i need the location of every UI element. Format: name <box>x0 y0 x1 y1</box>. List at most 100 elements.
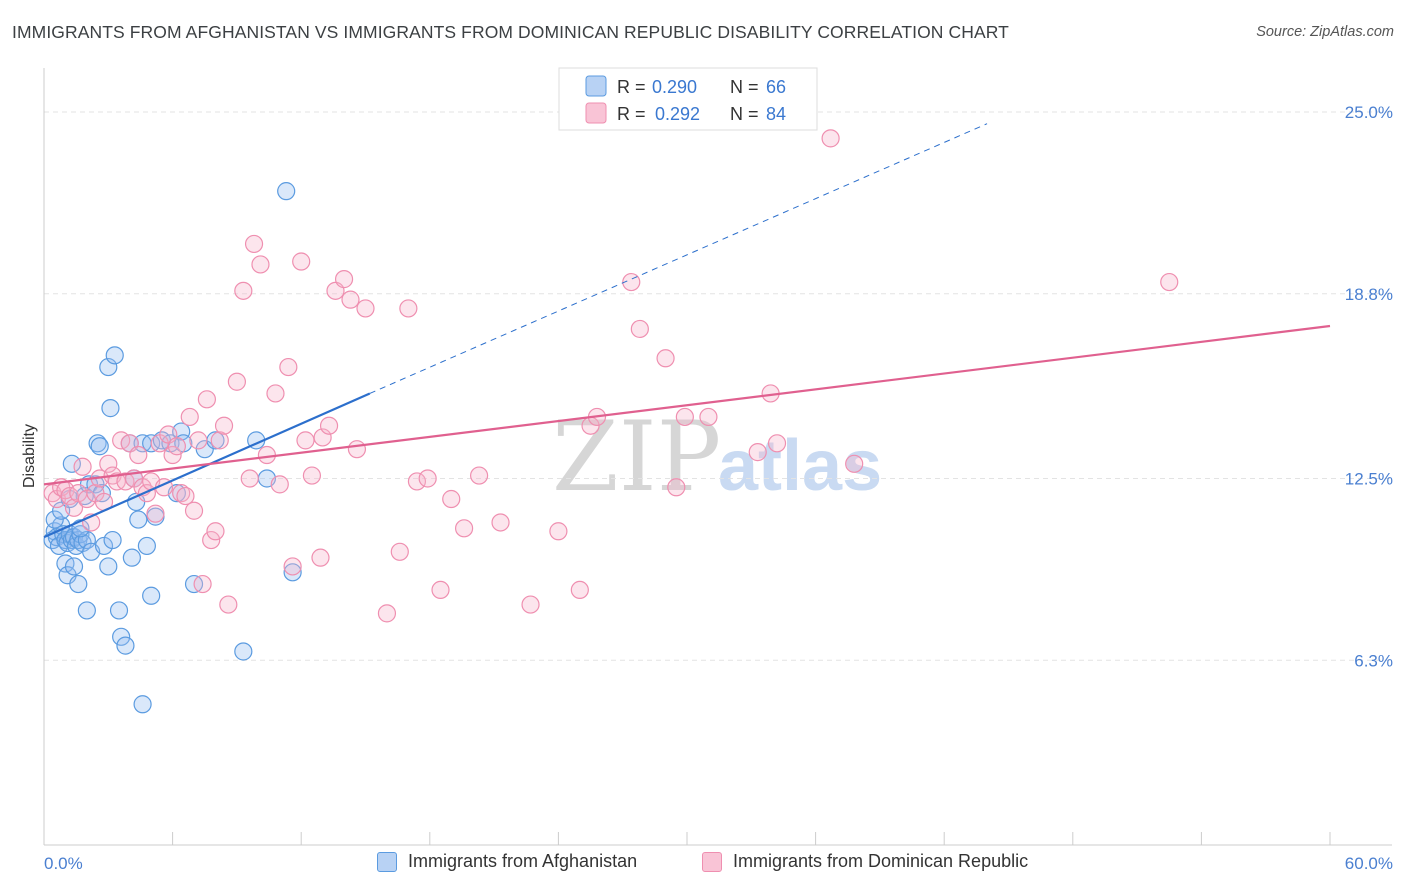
point-afghanistan <box>88 434 107 453</box>
point-dominican <box>176 486 195 506</box>
y-axis-label: Disability <box>21 424 38 488</box>
x-axis-ticks <box>43 832 1331 845</box>
y-tick-label: 18.8% <box>1345 285 1393 304</box>
point-dominican <box>251 255 270 274</box>
point-dominican <box>767 434 787 453</box>
trend-afghanistan-extension <box>369 123 988 394</box>
point-dominican <box>319 416 339 435</box>
legend-n-label-blue: N = <box>730 77 759 97</box>
watermark-atlas: atlas <box>718 426 882 506</box>
point-dominican <box>197 390 216 409</box>
point-dominican <box>270 475 289 494</box>
point-dominican <box>180 407 199 427</box>
point-dominican <box>549 522 568 541</box>
point-afghanistan <box>64 557 84 576</box>
point-dominican <box>99 454 118 473</box>
point-dominican <box>189 431 208 450</box>
y-tick-label: 12.5% <box>1345 469 1393 488</box>
point-afghanistan <box>137 536 156 556</box>
legend-swatch-dominican <box>702 851 722 872</box>
point-afghanistan <box>129 510 148 529</box>
stats-legend: R = 0.290 N = 66 R = 0.292 N = 84 <box>558 67 818 131</box>
point-afghanistan <box>69 574 88 594</box>
point-dominican <box>469 466 489 485</box>
point-dominican <box>630 319 649 339</box>
point-dominican <box>167 437 186 456</box>
legend-n-value-blue: 66 <box>766 77 786 97</box>
point-dominican <box>570 580 589 600</box>
point-afghanistan <box>122 548 141 567</box>
legend-swatch-pink <box>585 102 607 124</box>
point-dominican <box>845 454 864 473</box>
y-tick-label: 25.0% <box>1345 103 1393 122</box>
point-dominican <box>302 466 322 485</box>
legend-item-dominican: Immigrants from Dominican Republic <box>702 851 1028 872</box>
point-afghanistan <box>99 557 118 576</box>
point-afghanistan <box>277 182 296 201</box>
legend-r-label-blue: R = <box>617 77 646 97</box>
point-dominican <box>266 384 285 403</box>
point-dominican <box>313 428 332 447</box>
point-dominican <box>193 574 212 594</box>
point-dominican <box>442 489 461 509</box>
legend-r-value-pink: 0.292 <box>655 104 700 124</box>
point-dominican <box>311 548 330 567</box>
point-dominican <box>283 557 302 576</box>
point-afghanistan <box>109 601 129 620</box>
point-afghanistan <box>103 530 122 550</box>
point-afghanistan <box>133 695 152 714</box>
point-afghanistan <box>142 586 161 605</box>
point-afghanistan <box>77 530 96 550</box>
series-dominican-points <box>43 129 1179 623</box>
point-afghanistan <box>90 437 109 456</box>
point-dominican <box>667 478 686 497</box>
legend-label-afghanistan: Immigrants from Afghanistan <box>408 851 638 871</box>
point-dominican <box>454 519 474 538</box>
point-dominican <box>214 416 234 435</box>
legend-n-label-pink: N = <box>730 104 759 124</box>
point-dominican <box>407 472 427 491</box>
point-dominican <box>206 522 225 541</box>
legend-r-value-blue: 0.290 <box>652 77 697 97</box>
point-dominican <box>210 431 229 450</box>
legend-label-dominican: Immigrants from Dominican Republic <box>733 851 1029 871</box>
point-afghanistan <box>101 399 120 418</box>
point-afghanistan <box>112 627 131 646</box>
point-dominican <box>821 129 840 148</box>
x-tick-label-max: 60.0% <box>1345 854 1393 873</box>
point-dominican <box>219 595 238 614</box>
point-dominican <box>521 595 540 614</box>
point-dominican <box>1160 272 1179 292</box>
gridlines <box>44 111 1392 661</box>
legend-swatch-afghanistan <box>377 851 397 872</box>
point-dominican <box>491 513 510 532</box>
point-dominican <box>257 445 277 465</box>
point-afghanistan <box>77 601 96 620</box>
point-dominican <box>184 501 204 520</box>
legend-n-value-pink: 84 <box>766 104 786 124</box>
point-dominican <box>675 407 694 427</box>
point-dominican <box>699 407 718 427</box>
point-afghanistan <box>99 357 118 377</box>
point-dominican <box>334 270 354 289</box>
legend-swatch-blue <box>585 75 607 97</box>
point-dominican <box>227 372 246 391</box>
point-dominican <box>234 281 253 300</box>
trend-dominican <box>43 324 1331 486</box>
y-tick-label: 6.3% <box>1354 651 1393 670</box>
legend-r-label-pink: R = <box>617 104 646 124</box>
point-dominican <box>431 580 450 600</box>
point-dominican <box>64 498 84 517</box>
point-dominican <box>202 530 221 550</box>
source-credit: Source: ZipAtlas.com <box>1256 24 1394 40</box>
point-dominican <box>399 299 418 318</box>
trend-lines <box>43 123 1331 539</box>
point-dominican <box>296 431 315 450</box>
point-dominican <box>356 299 375 318</box>
point-afghanistan <box>105 346 124 365</box>
point-dominican <box>279 357 298 377</box>
point-dominican <box>347 440 367 459</box>
point-afghanistan <box>234 642 253 661</box>
point-dominican <box>377 604 397 623</box>
